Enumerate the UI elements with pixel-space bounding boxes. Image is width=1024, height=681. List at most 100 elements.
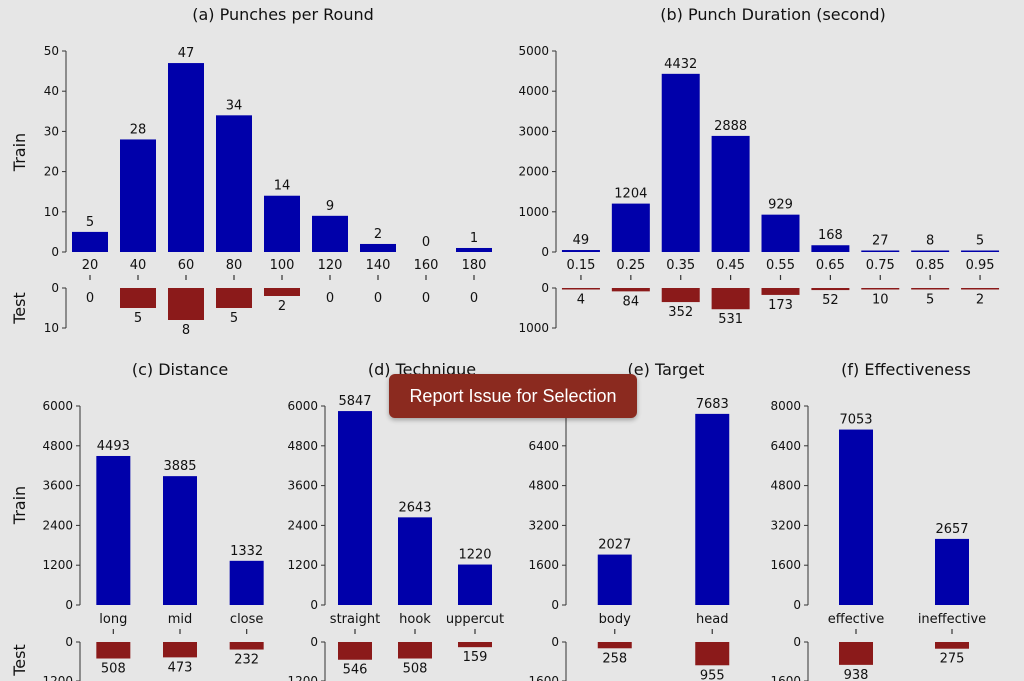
category-label: 0.35	[666, 258, 695, 273]
test-bar	[216, 288, 252, 308]
train-bar	[398, 517, 432, 605]
train-y-tick-label: 1600	[770, 558, 801, 572]
train-bar	[861, 250, 900, 252]
train-y-tick-label: 2400	[42, 518, 73, 532]
report-issue-button[interactable]: Report Issue for Selection	[389, 374, 637, 418]
train-y-tick-label: 6000	[42, 399, 73, 413]
train-bar-label: 1	[470, 231, 478, 246]
category-label: effective	[828, 612, 885, 627]
test-bar-label: 8	[182, 323, 190, 338]
train-bar-label: 2	[374, 227, 382, 242]
train-y-tick-label: 10	[44, 205, 59, 219]
category-label: head	[696, 612, 728, 627]
train-bar-label: 2027	[598, 538, 631, 553]
train-bar	[761, 214, 800, 252]
subplot-d: (d) Technique012002400360048006000012005…	[287, 360, 504, 681]
test-bar	[561, 288, 600, 290]
train-bar	[711, 135, 750, 252]
train-bar-label: 1332	[230, 544, 263, 559]
train-bar-label: 8	[926, 234, 934, 249]
test-y-tick-label: 0	[551, 635, 559, 649]
train-bar	[96, 455, 131, 605]
train-y-tick-label: 3600	[42, 479, 73, 493]
subplot-title: (a) Punches per Round	[192, 5, 374, 24]
train-y-tick-label: 4800	[770, 479, 801, 493]
train-bar	[695, 413, 730, 605]
test-bar-label: 955	[700, 668, 725, 681]
train-y-tick-label: 6400	[770, 439, 801, 453]
subplot-title: (b) Punch Duration (second)	[660, 5, 886, 24]
train-bar-label: 3885	[163, 459, 196, 474]
test-bar-label: 473	[168, 660, 193, 675]
test-bar-label: 2	[976, 293, 984, 308]
train-bar	[120, 139, 156, 252]
test-y-tick-label: 0	[541, 281, 549, 295]
test-bar	[961, 288, 1000, 290]
test-bar-label: 4	[577, 293, 585, 308]
subplot-a: (a) Punches per RoundTrainTest0102030405…	[10, 5, 492, 338]
subplot-title: (c) Distance	[132, 360, 228, 379]
category-label: body	[599, 612, 631, 627]
test-bar-label: 5	[230, 311, 238, 326]
subplot-c: (c) Distance Train Test 0 1200 2400 3600 4800 60…	[10, 360, 264, 681]
test-bar-label: 0	[86, 291, 94, 306]
subplot-title: (f) Effectiveness	[841, 360, 971, 379]
category-label: mid	[168, 612, 193, 627]
train-bar-label: 49	[573, 233, 590, 248]
category-label: 140	[366, 258, 391, 273]
test-y-tick-label: 1200	[42, 674, 73, 681]
category-label: 0.25	[616, 258, 645, 273]
test-bar	[458, 642, 492, 648]
train-bar-label: 1204	[614, 187, 647, 202]
train-bar	[264, 195, 300, 252]
test-bar	[338, 642, 372, 660]
test-bar	[120, 288, 156, 308]
train-y-tick-label: 6400	[528, 439, 559, 453]
train-bar-label: 5	[976, 234, 984, 249]
test-axis-label: Test	[10, 644, 29, 677]
train-y-tick-label: 0	[541, 245, 549, 259]
train-bar-label: 9	[326, 199, 334, 214]
test-bar-label: 275	[940, 652, 965, 667]
test-bar	[163, 642, 197, 658]
category-label: 0.85	[916, 258, 945, 273]
test-bar-label: 531	[718, 312, 743, 327]
test-bar-label: 0	[326, 291, 334, 306]
train-y-tick-label: 0	[310, 598, 318, 612]
train-axis-label: Train	[10, 486, 29, 525]
train-bar	[561, 250, 600, 252]
train-y-tick-label: 6000	[287, 399, 318, 413]
train-y-tick-label: 4800	[287, 439, 318, 453]
train-y-tick-label: 5000	[518, 44, 549, 58]
test-bar-label: 508	[101, 662, 126, 677]
train-bar	[458, 564, 492, 605]
train-bar-label: 14	[274, 179, 291, 194]
test-bar	[695, 642, 730, 666]
test-y-tick-label: 1000	[518, 321, 549, 335]
train-axis-label: Train	[10, 133, 29, 172]
test-bar	[398, 642, 432, 659]
category-label: 80	[226, 258, 243, 273]
train-y-tick-label: 3200	[770, 518, 801, 532]
test-bar	[711, 288, 750, 310]
test-bar	[911, 288, 950, 290]
category-label: uppercut	[446, 612, 504, 627]
test-bar	[761, 288, 800, 295]
subplot-title: (e) Target	[628, 360, 705, 379]
test-y-tick-label: 0	[310, 635, 318, 649]
test-bar	[264, 288, 300, 296]
train-bar	[839, 429, 873, 605]
train-bar	[661, 73, 700, 252]
test-bar-label: 0	[470, 291, 478, 306]
test-bar-label: 258	[602, 651, 627, 666]
test-bar-label: 546	[343, 663, 368, 678]
train-y-tick-label: 3000	[518, 124, 549, 138]
train-bar-label: 27	[872, 234, 889, 249]
category-label: long	[99, 612, 127, 627]
category-label: hook	[399, 612, 431, 627]
category-label: straight	[330, 612, 380, 627]
train-bar	[229, 560, 264, 605]
train-bar-label: 7053	[839, 413, 872, 428]
category-label: 160	[414, 258, 439, 273]
test-y-tick-label: 10	[44, 321, 59, 335]
